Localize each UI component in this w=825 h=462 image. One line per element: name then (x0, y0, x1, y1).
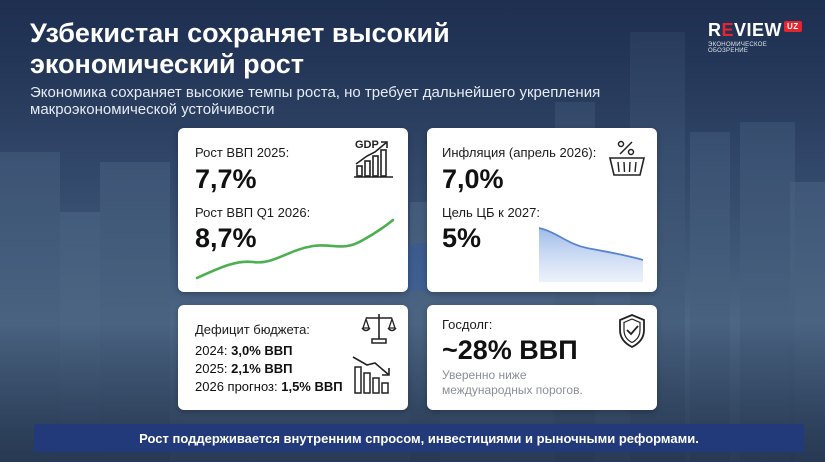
page-subtitle: Экономика сохраняет высокие темпы роста,… (30, 84, 730, 118)
logo-prefix: R (708, 20, 722, 40)
page-subtitle-line1: Экономика сохраняет высокие темпы роста,… (30, 84, 601, 101)
inflation-label: Инфляция (апрель 2026): (442, 145, 597, 160)
footer-banner: Рост поддерживается внутренним спросом, … (34, 424, 804, 452)
logo-suffix: VIEW (734, 20, 783, 40)
debt-note-line1: Уверенно ниже (442, 368, 527, 382)
footer-text: Рост поддерживается внутренним спросом, … (139, 430, 699, 446)
gdp-2025-label: Рост ВВП 2025: (195, 145, 290, 160)
page-title: Узбекистан сохраняет высокий экономическ… (30, 18, 630, 80)
cb-target-value: 5% (442, 223, 482, 253)
gdp-q1-value: 8,7% (195, 223, 257, 253)
budget-row-2026: 2026 прогноз: 1,5% ВВП (195, 379, 343, 394)
declining-bars-icon (352, 356, 390, 394)
public-debt-card: Госдолг: ~28% ВВП Уверенно ниже междунар… (427, 305, 657, 410)
logo-badge: UZ (784, 21, 802, 32)
debt-note-line2: международных порогов. (442, 383, 583, 397)
logo-accent: E (721, 20, 735, 40)
budget-deficit-card: Дефицит бюджета: 2024: 3,0% ВВП 2025: 2,… (178, 305, 408, 410)
budget-label: Дефицит бюджета: (195, 322, 310, 337)
budget-row-2025: 2025: 2,1% ВВП (195, 361, 293, 376)
gdp-card: Рост ВВП 2025: 7,7% Рост ВВП Q1 2026: 8,… (178, 128, 408, 292)
shopping-basket-percent-icon (608, 140, 646, 176)
page-subtitle-line2: макроэкономической устойчивости (30, 101, 275, 118)
inflation-value: 7,0% (442, 164, 504, 194)
page-title-line1: Узбекистан сохраняет высокий (30, 18, 450, 48)
gdp-q1-label: Рост ВВП Q1 2026: (195, 205, 311, 220)
budget-row-2024: 2024: 3,0% ВВП (195, 343, 293, 358)
debt-value: ~28% ВВП (442, 335, 578, 365)
inflation-card: Инфляция (апрель 2026): 7,0% Цель ЦБ к 2… (427, 128, 657, 292)
inflation-trend-area (538, 227, 644, 282)
debt-note: Уверенно ниже международных порогов. (442, 368, 583, 398)
scales-icon (361, 314, 397, 344)
page-title-line2: экономический рост (30, 49, 305, 79)
gdp-growth-chart-icon: GDP (354, 139, 393, 178)
shield-check-icon (619, 314, 645, 349)
gdp-icon-text: GDP (355, 139, 379, 151)
cb-target-label: Цель ЦБ к 2027: (442, 205, 540, 220)
gdp-2025-value: 7,7% (195, 164, 257, 194)
logo-tagline: ЭКОНОМИЧЕСКОЕ ОБОЗРЕНИЕ (708, 42, 768, 54)
gdp-trend-line (195, 218, 395, 280)
debt-label: Госдолг: (442, 317, 493, 332)
review-uz-logo: R E VIEW UZ ЭКОНОМИЧЕСКОЕ ОБОЗРЕНИЕ (708, 20, 808, 54)
